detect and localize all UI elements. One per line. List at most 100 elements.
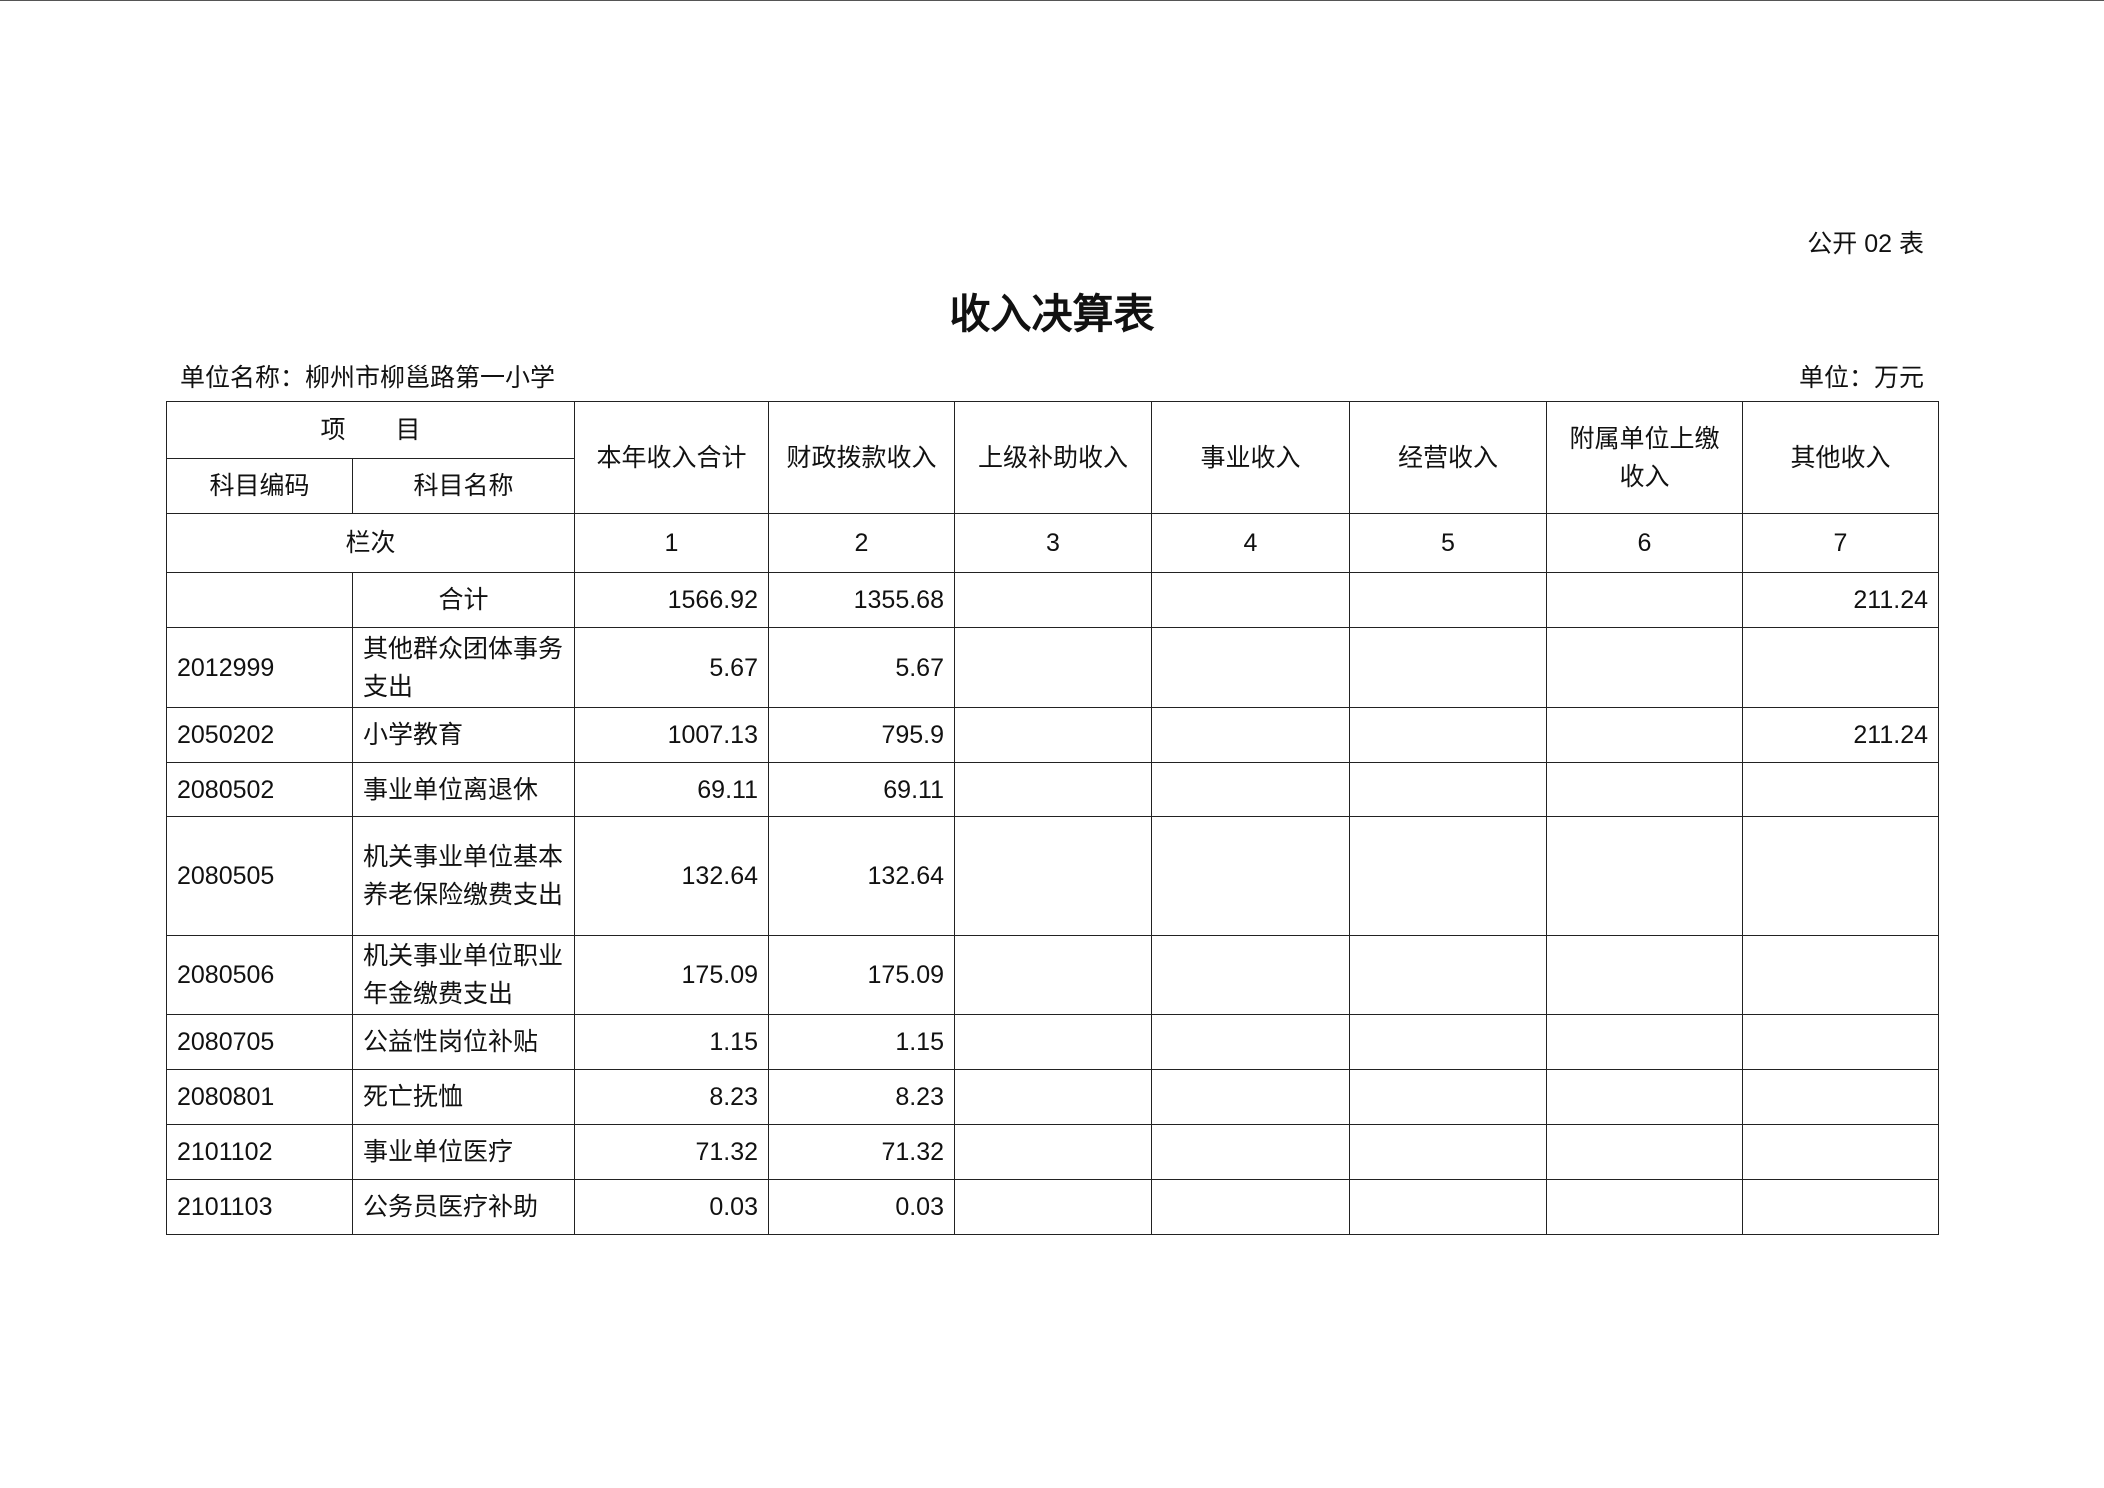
subject-name: 其他群众团体事务支出	[352, 627, 575, 708]
row-index-cell: 1	[574, 513, 769, 573]
amount-cell	[1349, 1069, 1547, 1125]
row-index-label: 栏次	[166, 513, 575, 573]
amount-cell: 1007.13	[574, 707, 769, 763]
amount-cell	[1546, 935, 1743, 1015]
amount-cell	[954, 1124, 1152, 1180]
amount-cell	[1349, 1014, 1547, 1070]
amount-cell	[1742, 935, 1939, 1015]
subject-name: 机关事业单位基本养老保险缴费支出	[352, 816, 575, 936]
total-value	[1546, 572, 1743, 628]
row-index-cell: 3	[954, 513, 1152, 573]
amount-cell	[1546, 1124, 1743, 1180]
amount-cell: 71.32	[768, 1124, 955, 1180]
amount-cell	[1151, 1014, 1350, 1070]
amount-cell: 0.03	[574, 1179, 769, 1235]
amount-cell	[1349, 935, 1547, 1015]
amount-cell: 795.9	[768, 707, 955, 763]
header-column: 上级补助收入	[954, 401, 1152, 514]
subject-code: 2080505	[166, 816, 353, 936]
subject-name: 机关事业单位职业年金缴费支出	[352, 935, 575, 1015]
subject-code: 2101103	[166, 1179, 353, 1235]
table-row: 2050202 小学教育 1007.13 795.9 211.24	[166, 707, 1939, 763]
amount-cell	[1349, 816, 1547, 936]
amount-cell	[954, 935, 1152, 1015]
header-column: 经营收入	[1349, 401, 1547, 514]
table-row: 2080801 死亡抚恤 8.23 8.23	[166, 1069, 1939, 1125]
amount-cell	[1546, 1014, 1743, 1070]
amount-cell: 71.32	[574, 1124, 769, 1180]
table-row: 2080505 机关事业单位基本养老保险缴费支出 132.64 132.64	[166, 816, 1939, 936]
subject-code: 2012999	[166, 627, 353, 708]
amount-cell	[1742, 1179, 1939, 1235]
amount-cell	[1349, 707, 1547, 763]
amount-cell	[1546, 627, 1743, 708]
subject-code: 2080502	[166, 762, 353, 817]
income-table: 项 目 本年收入合计 财政拨款收入 上级补助收入 事业收入 经营收入 附属单位上…	[166, 401, 1939, 1235]
row-index-cell: 6	[1546, 513, 1743, 573]
amount-cell: 8.23	[768, 1069, 955, 1125]
header-name: 科目名称	[352, 458, 575, 514]
amount-cell	[1151, 1124, 1350, 1180]
table-row: 2101102 事业单位医疗 71.32 71.32	[166, 1124, 1939, 1180]
subject-code: 2080705	[166, 1014, 353, 1070]
subject-code: 2080801	[166, 1069, 353, 1125]
amount-cell	[1151, 627, 1350, 708]
amount-cell: 1.15	[574, 1014, 769, 1070]
amount-cell	[1742, 816, 1939, 936]
amount-cell	[954, 627, 1152, 708]
header-code: 科目编码	[166, 458, 353, 514]
total-value: 211.24	[1742, 572, 1939, 628]
header-column: 其他收入	[1742, 401, 1939, 514]
subject-code: 2050202	[166, 707, 353, 763]
amount-cell	[1151, 1069, 1350, 1125]
amount-cell: 211.24	[1742, 707, 1939, 763]
subject-name: 死亡抚恤	[352, 1069, 575, 1125]
currency-unit: 单位：万元	[1798, 364, 1924, 392]
amount-cell: 175.09	[574, 935, 769, 1015]
subject-name: 事业单位离退休	[352, 762, 575, 817]
amount-cell	[1742, 627, 1939, 708]
total-value: 1566.92	[574, 572, 769, 628]
table-row: 2080502 事业单位离退休 69.11 69.11	[166, 762, 1939, 817]
amount-cell	[1546, 707, 1743, 763]
page-top-border	[0, 0, 2104, 1]
amount-cell: 175.09	[768, 935, 955, 1015]
amount-cell: 132.64	[768, 816, 955, 936]
total-value	[1151, 572, 1350, 628]
subject-code: 2080506	[166, 935, 353, 1015]
amount-cell: 5.67	[574, 627, 769, 708]
total-code	[166, 572, 353, 628]
subject-name: 公务员医疗补助	[352, 1179, 575, 1235]
subject-name: 小学教育	[352, 707, 575, 763]
row-index-cell: 5	[1349, 513, 1547, 573]
amount-cell	[1349, 762, 1547, 817]
header-item: 项 目	[166, 401, 575, 459]
amount-cell	[1151, 1179, 1350, 1235]
table-row: 2080506 机关事业单位职业年金缴费支出 175.09 175.09	[166, 935, 1939, 1015]
form-number: 公开 02 表	[1807, 230, 1924, 258]
amount-cell: 5.67	[768, 627, 955, 708]
amount-cell: 0.03	[768, 1179, 955, 1235]
amount-cell: 69.11	[574, 762, 769, 817]
row-index-cell: 2	[768, 513, 955, 573]
subject-code: 2101102	[166, 1124, 353, 1180]
amount-cell	[1742, 762, 1939, 817]
amount-cell	[1546, 762, 1743, 817]
amount-cell	[1151, 762, 1350, 817]
header-column: 本年收入合计	[574, 401, 769, 514]
amount-cell	[1151, 816, 1350, 936]
amount-cell	[954, 1069, 1152, 1125]
amount-cell	[954, 1179, 1152, 1235]
table-row: 2080705 公益性岗位补贴 1.15 1.15	[166, 1014, 1939, 1070]
amount-cell	[1546, 816, 1743, 936]
total-value	[954, 572, 1152, 628]
header-column: 事业收入	[1151, 401, 1350, 514]
table-row: 2012999 其他群众团体事务支出 5.67 5.67	[166, 627, 1939, 708]
amount-cell	[954, 762, 1152, 817]
subject-name: 事业单位医疗	[352, 1124, 575, 1180]
unit-name: 单位名称：柳州市柳邕路第一小学	[180, 364, 556, 392]
amount-cell	[954, 707, 1152, 763]
amount-cell: 8.23	[574, 1069, 769, 1125]
amount-cell	[1151, 935, 1350, 1015]
amount-cell	[1349, 1179, 1547, 1235]
